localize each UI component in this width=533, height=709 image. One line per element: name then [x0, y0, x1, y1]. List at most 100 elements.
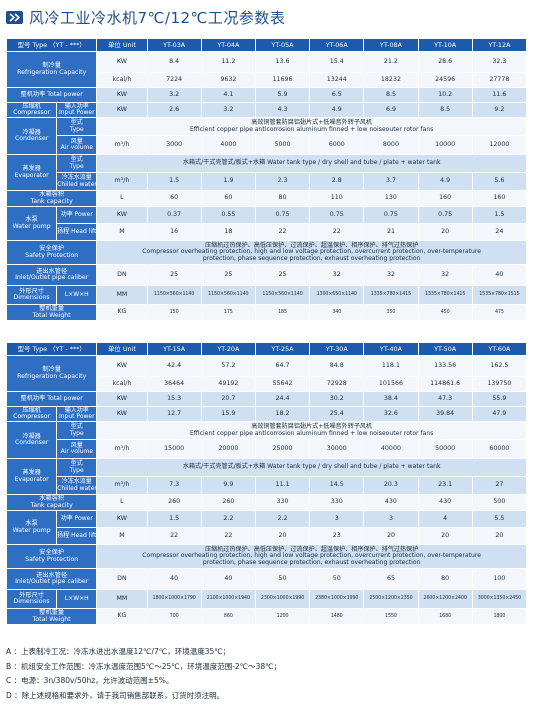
air-volume-value: 15000 — [146, 439, 202, 459]
table-row: 整机重量 Total Weight KG 700 860 1200 1480 1550 1680… — [5, 608, 528, 625]
air-volume-value: 40000 — [363, 439, 419, 459]
safety-text-en-2: protection, phase sequence protection, e… — [202, 254, 421, 262]
weight-label: 整机重量 Total Weight — [5, 608, 98, 625]
input-power-label-en: Input Power — [58, 413, 95, 420]
dims-value: 2380×1000×1990 — [309, 589, 365, 609]
dims-value: 1800×1000×1790 — [146, 589, 202, 609]
total-power-label: 整机功率 Total power — [5, 391, 98, 407]
pipe-value: 32 — [309, 264, 365, 286]
table-row: 整机功率 Total power KW 15.3 20.7 24.4 30.2 38.4 47… — [5, 391, 528, 407]
dimensions-label-cn: 外形尺寸 — [19, 591, 44, 599]
table-row: 压缩机 Compressor 输入功率 Input Power KW 12.7 15.9 18… — [5, 406, 528, 422]
head-lift-value: 22 — [309, 223, 365, 241]
dims-value: 1335×780×1415 — [417, 285, 473, 305]
air-volume-value: 3000 — [146, 135, 202, 155]
safety-label-cn: 安全保护 — [39, 245, 65, 252]
safety-label-en: Safety Protection — [25, 555, 79, 563]
input-power-value: 15.9 — [200, 406, 256, 422]
pipe-value: 40 — [471, 264, 528, 286]
dims-value: 2500×1200×2350 — [363, 589, 419, 609]
cooling-label-cn: 制冷量 — [42, 62, 61, 69]
pump-label: 水泵 Water pump — [5, 206, 58, 241]
total-power-value: 55.9 — [471, 391, 528, 407]
model-name: YT-10A — [417, 38, 473, 52]
input-power-value: 4.3 — [254, 102, 311, 118]
total-power-value: 5.9 — [254, 87, 311, 103]
input-power-label-en: Input Power — [58, 109, 95, 116]
model-header: 型号 Type （YT - ***） — [5, 38, 98, 52]
unit-m: M — [96, 527, 148, 545]
tank-value: 500 — [471, 494, 528, 511]
condenser-type-label-cn: 型式 — [70, 119, 83, 127]
condenser-type-text-cn: 高效铜管套防腐铝翅片式+低噪音外转子风机 — [251, 423, 373, 431]
note-c: C ：电源：3n/380v/50hz，允许波动范围±5%。 — [6, 676, 174, 685]
head-lift-value: 20 — [417, 223, 473, 241]
chilled-flow-value: 27 — [471, 476, 528, 495]
safety-text-en-1: Compressor overheating protection, high … — [142, 248, 482, 256]
table-row: 扬程 Head lift M 22 22 20 23 20 20 20 — [7, 527, 528, 545]
safety-label-en: Safety Protection — [25, 251, 79, 259]
model-name: YT-12A — [471, 38, 528, 52]
safety-text: 压缩机过热保护、高低压保护、过流保护、超温保护、相序保护、排气过热保护 Compr… — [96, 544, 527, 569]
cooling-kcal-value: 72928 — [309, 376, 365, 392]
note-d: D ：除上述规格和要求外，请于我司销售部联系，订货时须注明。 — [6, 690, 225, 700]
chilled-flow-label-cn: 冷冻水流量 — [61, 478, 92, 486]
condenser-type-label-en: Type — [69, 429, 84, 437]
condenser-type-label: 型式 Type — [56, 421, 98, 440]
pipe-label-en: Inlet/Outlet pipe caliber — [15, 274, 89, 281]
unit-dn: DN — [96, 568, 148, 590]
weight-value: 340 — [309, 304, 365, 321]
unit-kg: KG — [96, 304, 148, 321]
dimensions-label: 外形尺寸 Dimensions — [5, 589, 58, 609]
head-lift-value: 21 — [363, 223, 419, 241]
evaporator-type-label: 型式 Type — [56, 458, 98, 477]
pump-power-value: 2.2 — [200, 510, 256, 528]
chilled-flow-value: 4.9 — [417, 172, 473, 191]
table-row: 蒸发器 Evaporator 型式 Type 水箱式/干式壳管式/板式+水箱 Water… — [5, 154, 527, 191]
weight-value: 450 — [417, 304, 473, 321]
cooling-kw-value: 13.6 — [254, 51, 311, 73]
input-power-value: 8.5 — [417, 102, 473, 118]
safety-text-cn: 压缩机过热保护、高低压保护、过流保护、超温保护、相序保护、排气过热保护 — [205, 545, 419, 553]
pipe-value: 50 — [309, 568, 365, 590]
chilled-flow-value: 7.3 — [146, 476, 202, 495]
cooling-kcal-value: 49192 — [200, 376, 256, 392]
pump-power-value: 0.75 — [309, 206, 365, 224]
model-header: 型号 Type （YT - ***） — [5, 342, 98, 356]
unit-kw: KW — [96, 355, 148, 377]
tank-value: 430 — [417, 494, 473, 511]
pump-power-value: 5.5 — [471, 510, 528, 528]
total-power-value: 6.5 — [309, 87, 365, 103]
dimensions-unit-label: L×W×H — [56, 285, 98, 305]
chilled-flow-value: 9.9 — [200, 476, 256, 495]
table-row: 型号 Type （YT - ***） 单位 Unit YT-03A YT-04A YT-… — [5, 38, 528, 52]
table-row: 压缩机 Compressor 输入功率 Input Power KW 2.6 3.2 4.3 4… — [5, 102, 528, 118]
table-row: 安全保护 Safety Protection 压缩机过热保护、高低压保护、过流保护、… — [5, 240, 527, 265]
chilled-flow-value: 20.3 — [363, 476, 419, 495]
cooling-kcal-value: 13244 — [309, 72, 365, 88]
total-power-value: 30.2 — [309, 391, 365, 407]
cooling-kcal-value: 101566 — [363, 376, 419, 392]
pipe-value: 80 — [417, 568, 473, 590]
page-title: 风冷工业冷水机7℃/12℃工况参数表 — [29, 8, 286, 27]
model-name: YT-30A — [309, 342, 365, 356]
air-volume-value: 25000 — [254, 439, 311, 459]
evaporator-label-cn: 蒸发器 — [22, 469, 41, 476]
input-power-value: 2.6 — [146, 102, 202, 118]
table-row: 外形尺寸 Dimensions L×W×H MM 1800×1000×1790 2100×… — [5, 589, 528, 609]
chilled-flow-value: 14.5 — [309, 476, 365, 495]
evaporator-label-en: Evaporator — [14, 475, 49, 483]
head-lift-value: 18 — [200, 223, 256, 241]
weight-value: 175 — [200, 304, 256, 321]
condenser-label: 冷凝器 Condenser — [5, 117, 58, 155]
safety-text: 压缩机过热保护、高低压保护、过流保护、超温保护、相序保护、排气过热保护 Compr… — [96, 240, 527, 265]
input-power-value: 6.9 — [363, 102, 419, 118]
cooling-kcal-value: 36464 — [146, 376, 202, 392]
model-name: YT-25A — [254, 342, 311, 356]
condenser-type-text: 高效铜管套防腐铝翅片式+低噪音外转子风机 Efficient copper pip… — [96, 117, 527, 136]
head-lift-value: 20 — [417, 527, 473, 545]
condenser-label-en: Condenser — [14, 439, 49, 446]
evaporator-type-label-cn: 型式 — [70, 156, 83, 164]
